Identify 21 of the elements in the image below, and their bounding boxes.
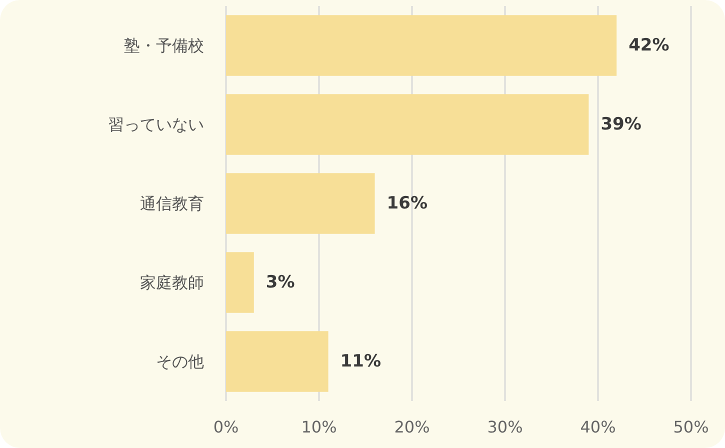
data-label: 16% bbox=[386, 194, 428, 214]
y-tick-label: 習っていない bbox=[108, 115, 204, 134]
bar bbox=[226, 94, 589, 155]
data-label: 3% bbox=[266, 272, 295, 292]
y-tick-label: その他 bbox=[156, 352, 204, 371]
x-tick-label: 30% bbox=[487, 418, 523, 436]
bar bbox=[226, 252, 254, 313]
bar bbox=[226, 15, 617, 76]
x-tick-label: 20% bbox=[394, 418, 430, 436]
x-tick-label: 40% bbox=[580, 418, 616, 436]
x-tick-label: 50% bbox=[673, 418, 709, 436]
y-tick-label: 通信教育 bbox=[140, 194, 204, 213]
data-label: 42% bbox=[628, 36, 670, 56]
data-label: 11% bbox=[340, 352, 382, 372]
x-tick-label: 0% bbox=[213, 418, 239, 436]
y-tick-label: 家庭教師 bbox=[140, 273, 204, 292]
data-label: 39% bbox=[600, 114, 642, 134]
y-tick-label: 塾・予備校 bbox=[124, 36, 204, 55]
bar bbox=[226, 331, 328, 392]
x-tick-label: 10% bbox=[301, 418, 337, 436]
bar bbox=[226, 173, 375, 234]
